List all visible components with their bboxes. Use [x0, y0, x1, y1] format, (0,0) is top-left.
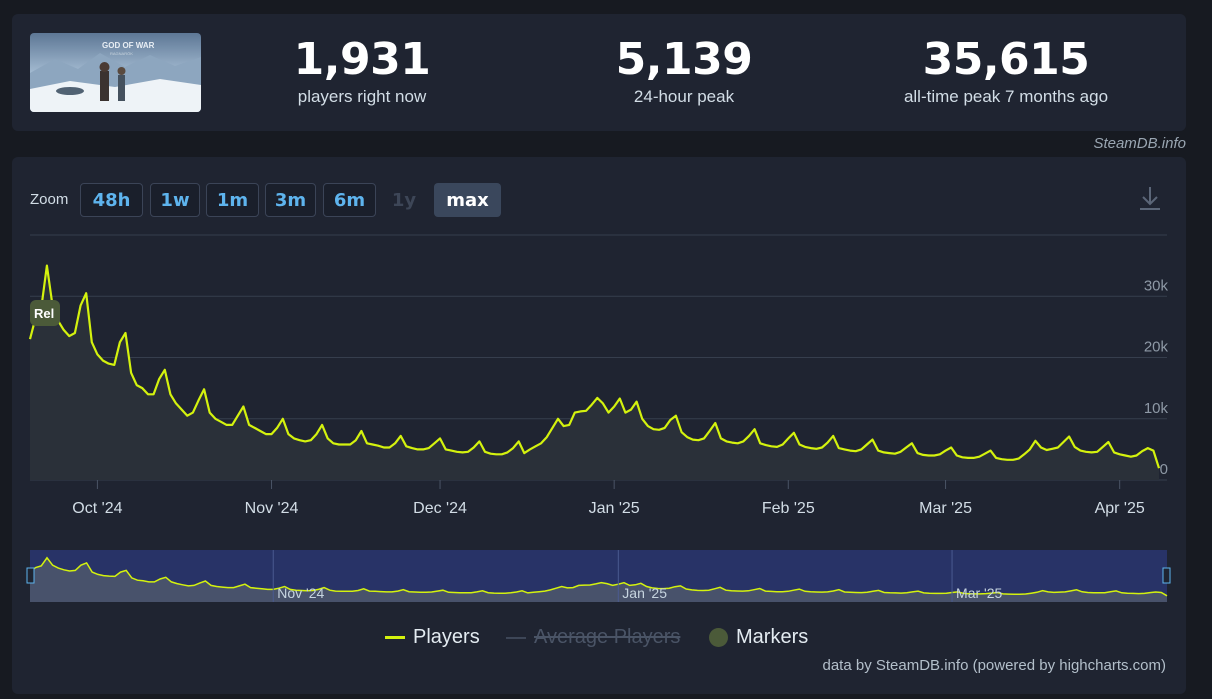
x-axis-ticks: Oct '24 Nov '24 Dec '24 Jan '25 Feb '25 Mar '…	[72, 480, 1145, 517]
game-thumbnail-art: GOD OF WAR RAGNARÖK	[30, 33, 201, 112]
x-tick-label: Oct '24	[72, 500, 122, 517]
navigator-line	[29, 556, 1168, 597]
zoom-1m-button[interactable]: 1m	[206, 183, 259, 217]
stat-24h-peak: 5,139 24-hour peak	[594, 34, 774, 108]
stat-alltime-peak: 35,615 all-time peak 7 months ago	[872, 34, 1140, 108]
zoom-1y-button: 1y	[391, 189, 417, 211]
players-area-fill	[30, 265, 1159, 480]
current-players-value: 1,931	[293, 34, 431, 85]
stats-card: GOD OF WAR RAGNARÖK 1,931 players right …	[12, 14, 1186, 131]
y-tick-label: 0	[1160, 461, 1168, 478]
legend-players-label: Players	[413, 626, 480, 648]
download-icon[interactable]	[1138, 185, 1162, 213]
zoom-6m-button[interactable]: 6m	[323, 183, 376, 217]
players-legend-swatch	[385, 636, 405, 639]
highcharts-credit[interactable]: data by SteamDB.info (powered by highcha…	[822, 657, 1167, 674]
release-marker[interactable]	[30, 300, 60, 326]
x-tick-label: Apr '25	[1095, 500, 1145, 517]
zoom-label: Zoom	[30, 191, 69, 208]
y-tick-label: 30k	[1144, 277, 1169, 294]
players-area	[30, 265, 1159, 480]
alltime-peak-label: all-time peak 7 months ago	[903, 87, 1109, 106]
navigator-right-handle[interactable]	[1162, 567, 1171, 584]
markers-legend-dot-icon	[709, 628, 728, 647]
x-tick-label: Feb '25	[762, 500, 815, 517]
navigator-tick-label: Nov '24	[277, 585, 324, 601]
players-series-line[interactable]	[28, 264, 1161, 469]
svg-text:RAGNARÖK: RAGNARÖK	[110, 51, 133, 56]
navigator-tick-label: Jan '25	[622, 585, 667, 601]
player-count-chart: Rel 0 10k 20k 30k Oct '24 Nov '24 Dec '24 Jan …	[26, 234, 1171, 602]
players-line-group	[28, 264, 1161, 469]
steamdb-credit[interactable]: SteamDB.info	[1093, 135, 1186, 152]
legend-markers-label: Markers	[736, 626, 809, 648]
stat-current-players: 1,931 players right now	[274, 34, 450, 108]
navigator[interactable]: Nov '24 Jan '25 Mar '25	[26, 550, 1171, 602]
average-legend-swatch	[506, 636, 526, 639]
zoom-3m-button[interactable]: 3m	[265, 183, 316, 217]
legend-markers[interactable]: Markers	[709, 626, 808, 649]
zoom-48h-button[interactable]: 48h	[80, 183, 143, 217]
y-axis-ticks: 0 10k 20k 30k	[1144, 277, 1169, 478]
markers-group: Rel	[30, 300, 60, 326]
navigator-left-handle[interactable]	[26, 567, 35, 584]
peak-24h-value: 5,139	[615, 34, 753, 85]
release-marker-label: Rel	[34, 306, 54, 321]
x-tick-label: Mar '25	[919, 500, 972, 517]
current-players-label: players right now	[297, 87, 427, 106]
zoom-1w-button[interactable]: 1w	[150, 183, 200, 217]
y-tick-label: 10k	[1144, 400, 1169, 417]
x-tick-label: Jan '25	[589, 500, 640, 517]
legend-average-players[interactable]: Average Players	[506, 626, 680, 649]
y-tick-label: 20k	[1144, 339, 1169, 356]
legend-average-label: Average Players	[534, 626, 681, 648]
game-thumbnail[interactable]: GOD OF WAR RAGNARÖK	[30, 33, 201, 112]
alltime-peak-value: 35,615	[922, 34, 1090, 85]
peak-24h-label: 24-hour peak	[633, 87, 735, 106]
chart-card: Zoom 48h 1w 1m 3m 6m 1y max Rel 0 10k 20k 3…	[12, 157, 1186, 694]
svg-text:GOD OF WAR: GOD OF WAR	[102, 41, 155, 50]
zoom-max-button[interactable]: max	[434, 183, 501, 217]
x-tick-label: Dec '24	[413, 500, 467, 517]
x-tick-label: Nov '24	[245, 500, 299, 517]
legend-players[interactable]: Players	[385, 626, 480, 649]
navigator-tick-label: Mar '25	[956, 585, 1002, 601]
